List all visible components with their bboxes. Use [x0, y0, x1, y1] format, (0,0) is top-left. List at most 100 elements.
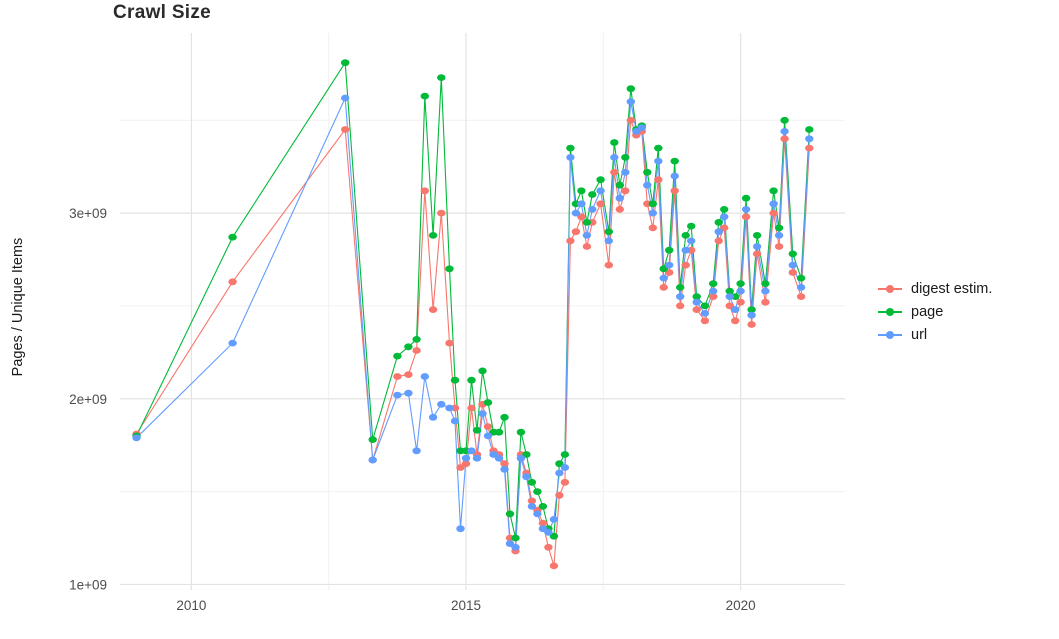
data-point: [494, 428, 504, 436]
data-point: [549, 532, 559, 540]
legend-item-page: page: [878, 304, 992, 320]
data-point: [511, 543, 520, 551]
data-point: [566, 144, 575, 152]
legend-item-digest-estim-: digest estim.: [878, 281, 992, 297]
data-point: [478, 367, 487, 375]
data-point: [626, 116, 635, 124]
data-point: [615, 206, 624, 213]
data-point: [720, 206, 729, 213]
data-point: [483, 423, 493, 430]
data-point: [582, 219, 592, 226]
data-point: [648, 200, 657, 208]
data-point: [228, 233, 237, 241]
data-point: [577, 187, 586, 195]
data-point: [420, 187, 429, 195]
x-tick-label: 2015: [451, 598, 481, 613]
data-point: [582, 232, 592, 239]
grid-minor: [120, 33, 845, 590]
data-point: [805, 135, 814, 143]
data-point: [428, 306, 438, 313]
data-point: [538, 519, 548, 527]
data-point: [709, 287, 718, 295]
data-point: [505, 540, 515, 547]
data-point: [420, 373, 429, 380]
data-point: [780, 127, 789, 135]
data-point: [761, 287, 770, 295]
data-point: [659, 274, 668, 282]
grid-major: [120, 33, 845, 590]
data-point: [555, 491, 564, 499]
data-point: [637, 124, 646, 132]
data-point: [341, 126, 350, 133]
data-point: [445, 339, 454, 347]
data-point: [769, 187, 778, 195]
data-point: [500, 413, 509, 421]
data-point: [670, 172, 679, 180]
data-point: [752, 250, 762, 258]
data-point: [412, 347, 421, 354]
data-point: [725, 302, 734, 310]
series-points-digest-estim-: [132, 116, 814, 570]
data-point: [741, 213, 751, 221]
data-point: [527, 497, 537, 505]
data-point: [676, 284, 685, 291]
data-point: [437, 400, 446, 408]
data-point: [610, 139, 619, 146]
data-point: [676, 302, 685, 310]
data-point: [676, 293, 685, 300]
data-point: [610, 154, 619, 161]
data-point: [500, 465, 509, 473]
data-point: [774, 224, 784, 232]
data-point: [747, 321, 756, 328]
data-point: [692, 298, 701, 306]
data-point: [648, 224, 657, 232]
data-point: [420, 92, 429, 100]
data-point: [404, 389, 413, 397]
data-point: [467, 376, 476, 384]
data-point: [505, 510, 515, 518]
data-point: [700, 317, 710, 325]
data-point: [368, 456, 377, 464]
series-points-page: [132, 59, 814, 542]
data-point: [788, 261, 797, 269]
x-tick-label: 2010: [176, 598, 206, 613]
data-point: [788, 269, 797, 276]
legend-label: url: [911, 327, 928, 343]
data-point: [805, 126, 814, 133]
legend: digest estim. page url: [878, 281, 992, 343]
data-point: [747, 311, 756, 319]
y-tick-label: 1e+09: [69, 577, 107, 592]
data-point: [456, 464, 465, 471]
data-point: [472, 426, 482, 434]
data-point: [577, 200, 586, 208]
data-point: [604, 237, 613, 245]
data-point: [741, 194, 751, 202]
data-point: [456, 525, 465, 533]
data-point: [752, 232, 762, 239]
data-point: [731, 317, 740, 325]
data-point: [571, 209, 581, 217]
legend-label: page: [911, 304, 944, 320]
data-point: [687, 237, 696, 245]
data-point: [467, 447, 476, 455]
data-point: [428, 232, 438, 239]
data-point: [796, 284, 806, 291]
y-tick-label: 3e+09: [69, 206, 107, 221]
data-point: [714, 219, 723, 226]
data-point: [700, 302, 710, 310]
data-point: [228, 278, 237, 286]
data-point: [555, 469, 564, 477]
data-point: [566, 237, 575, 245]
x-tick-label: 2020: [726, 598, 756, 613]
data-point: [632, 127, 641, 135]
data-point: [428, 413, 438, 421]
data-point: [741, 206, 751, 213]
data-point: [544, 543, 553, 551]
legend-item-url: url: [878, 327, 992, 343]
data-point: [467, 404, 476, 412]
data-point: [445, 404, 454, 412]
data-point: [621, 187, 630, 195]
data-point: [725, 287, 734, 295]
legend-key-icon: [878, 327, 902, 343]
